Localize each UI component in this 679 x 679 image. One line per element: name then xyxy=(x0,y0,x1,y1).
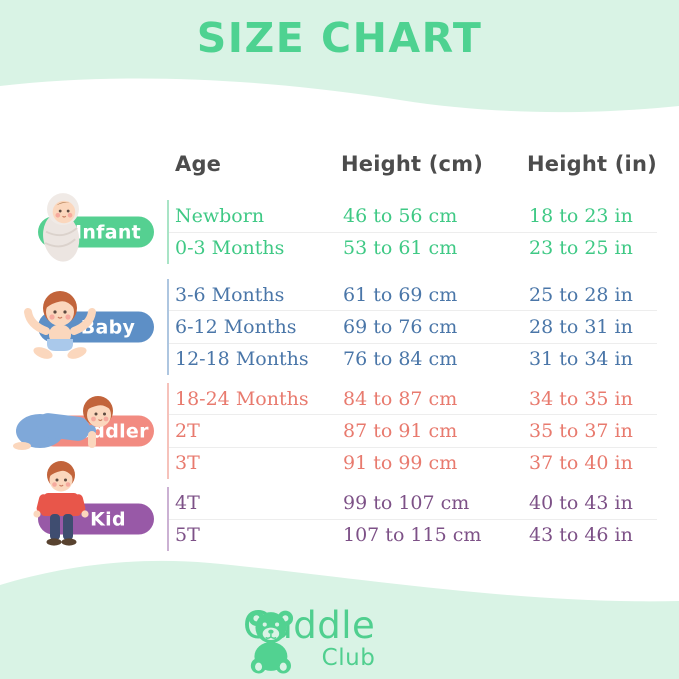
age-cell: 6-12 Months xyxy=(175,315,297,338)
age-cell: 4T xyxy=(175,491,200,514)
height-in-cell: 37 to 40 in xyxy=(529,452,633,475)
age-cell: Newborn xyxy=(175,204,265,227)
bottom-wave xyxy=(0,560,679,679)
baby-badge-area: Baby xyxy=(0,279,167,375)
page-title: SIZE CHART xyxy=(196,14,483,62)
baby-illustration xyxy=(24,291,96,359)
height-cm-cell: 69 to 76 cm xyxy=(343,315,458,338)
height-cm-cell: 87 to 91 cm xyxy=(343,419,458,442)
table-row: 0-3 Months 53 to 61 cm 23 to 25 in xyxy=(169,231,657,265)
height-cm-cell: 76 to 84 cm xyxy=(343,348,458,371)
table-row: 12-18 Months 76 to 84 cm 31 to 34 in xyxy=(169,342,657,375)
infant-rows: Newborn 46 to 56 cm 18 to 23 in 0-3 Mont… xyxy=(167,200,657,264)
height-in-cell: 34 to 35 in xyxy=(529,387,633,410)
group-infant: Infant Newborn 46 to 56 cm 18 to 23 in xyxy=(0,193,657,264)
table-row: 18-24 Months 84 to 87 cm 34 to 35 in xyxy=(169,383,657,414)
height-cm-cell: 91 to 99 cm xyxy=(343,452,458,475)
height-cm-cell: 61 to 69 cm xyxy=(343,283,458,306)
age-cell: 12-18 Months xyxy=(175,348,309,371)
age-cell: 18-24 Months xyxy=(175,387,309,410)
header-height-in: Height (in) xyxy=(527,152,657,176)
height-in-cell: 28 to 31 in xyxy=(529,315,633,338)
group-toddler: Toddler 18-24 Months 84 to 87 xyxy=(0,383,657,479)
height-in-cell: 31 to 34 in xyxy=(529,348,633,371)
header-height-cm: Height (cm) xyxy=(341,152,484,176)
teddy-bear-icon xyxy=(248,610,294,674)
height-in-cell: 23 to 25 in xyxy=(529,237,633,260)
table-row: Newborn 46 to 56 cm 18 to 23 in xyxy=(169,200,657,232)
table-row: 5T 107 to 115 cm 43 to 46 in xyxy=(169,518,657,552)
bottom-wave-band: Cuddle Club xyxy=(0,555,679,679)
kid-badge-area: Kid xyxy=(0,461,167,551)
top-wave xyxy=(0,0,679,113)
toddler-illustration xyxy=(13,396,113,450)
height-cm-cell: 107 to 115 cm xyxy=(343,524,482,547)
baby-badge-label: Baby xyxy=(80,316,136,338)
height-cm-cell: 84 to 87 cm xyxy=(343,387,458,410)
baby-rows: 3-6 Months 61 to 69 cm 25 to 28 in 6-12 … xyxy=(167,279,657,375)
table-header-row: Age Height (cm) Height (in) xyxy=(0,152,679,180)
age-cell: 3-6 Months xyxy=(175,283,285,306)
height-cm-cell: 46 to 56 cm xyxy=(343,204,458,227)
table-row: 2T 87 to 91 cm 35 to 37 in xyxy=(169,414,657,446)
table-row: 4T 99 to 107 cm 40 to 43 in xyxy=(169,487,657,519)
table-row: 3-6 Months 61 to 69 cm 25 to 28 in xyxy=(169,279,657,310)
header-age: Age xyxy=(175,152,222,176)
height-in-cell: 18 to 23 in xyxy=(529,204,633,227)
age-cell: 5T xyxy=(175,524,200,547)
height-in-cell: 40 to 43 in xyxy=(529,491,633,514)
toddler-badge-area: Toddler xyxy=(0,383,167,479)
height-cm-cell: 99 to 107 cm xyxy=(343,491,470,514)
group-kid: Kid xyxy=(0,461,657,551)
kid-illustration xyxy=(33,461,89,546)
table-row: 6-12 Months 69 to 76 cm 28 to 31 in xyxy=(169,310,657,342)
infant-badge-area: Infant xyxy=(0,193,167,264)
age-cell: 0-3 Months xyxy=(175,237,285,260)
brand-logo: Cuddle Club xyxy=(243,607,376,674)
height-in-cell: 43 to 46 in xyxy=(529,524,633,547)
height-in-cell: 35 to 37 in xyxy=(529,419,633,442)
table-row: 3T 91 to 99 cm 37 to 40 in xyxy=(169,446,657,479)
brand-subname: Club xyxy=(321,645,376,671)
kid-badge-label: Kid xyxy=(90,508,126,530)
age-cell: 3T xyxy=(175,452,200,475)
height-in-cell: 25 to 28 in xyxy=(529,283,633,306)
kid-rows: 4T 99 to 107 cm 40 to 43 in 5T 107 to 11… xyxy=(167,487,657,551)
top-wave-band: SIZE CHART xyxy=(0,0,679,120)
age-cell: 2T xyxy=(175,419,200,442)
group-baby: Baby 3-6 Months 61 t xyxy=(0,279,657,375)
infant-badge-label: Infant xyxy=(74,221,142,243)
infant-illustration xyxy=(43,193,80,262)
height-cm-cell: 53 to 61 cm xyxy=(343,237,458,260)
toddler-rows: 18-24 Months 84 to 87 cm 34 to 35 in 2T … xyxy=(167,383,657,479)
